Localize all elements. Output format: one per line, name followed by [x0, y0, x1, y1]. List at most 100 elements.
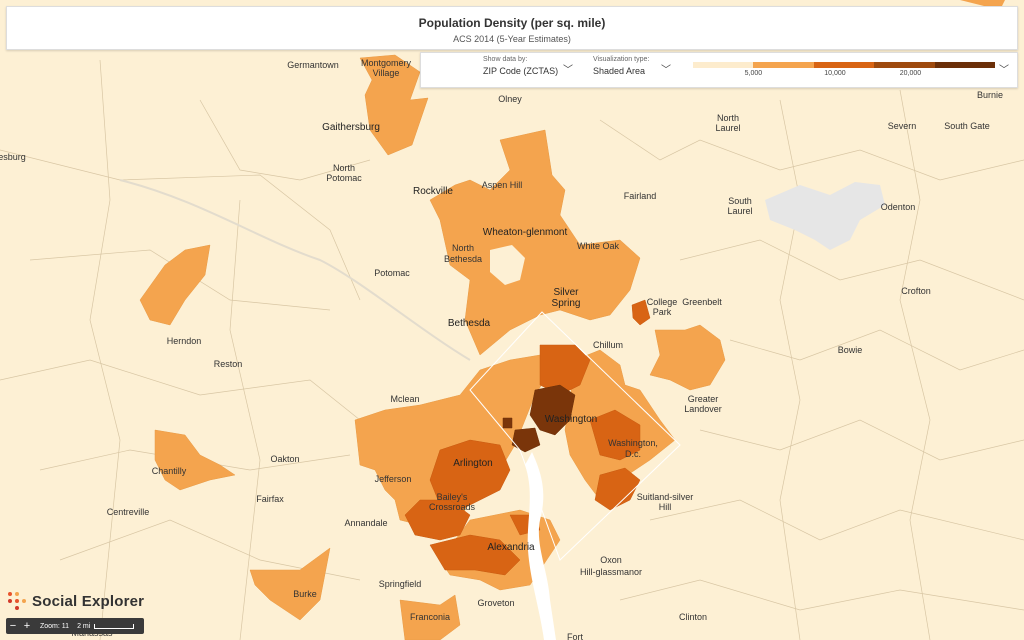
legend-tick: 20,000 — [899, 70, 922, 77]
zoom-bar: − + Zoom: 11 2 mi — [6, 618, 144, 634]
place-label-college-park-2: Park — [653, 307, 672, 317]
legend-tick: 5,000 — [744, 70, 763, 77]
place-label-rockville: Rockville — [413, 186, 453, 197]
place-label-bethesda: Bethesda — [448, 318, 491, 329]
scale-bar: 2 mi — [77, 622, 135, 630]
place-label-clinton: Clinton — [679, 612, 707, 622]
map-control-bar: Show data by: ZIP Code (ZCTAS) ﹀ Visuali… — [420, 52, 1018, 88]
legend-swatch — [693, 62, 754, 68]
place-label-north-potomac-2: Potomac — [326, 173, 362, 183]
zoom-level: Zoom: 11 — [40, 622, 70, 630]
map-subtitle: ACS 2014 (5-Year Estimates) — [453, 34, 571, 44]
place-label-germantown: Germantown — [287, 60, 339, 70]
place-label-north-potomac-1: North — [333, 163, 355, 173]
place-label-north-laurel-1: North — [717, 113, 739, 123]
place-label-crofton: Crofton — [901, 286, 931, 296]
place-label-wheaton: Wheaton-glenmont — [483, 227, 568, 238]
place-label-oxon-1: Oxon — [600, 555, 622, 565]
place-label-south-laurel-1: South — [728, 196, 752, 206]
place-label-fairland: Fairland — [624, 191, 657, 201]
place-label-potomac: Potomac — [374, 268, 410, 278]
place-label-oxon-2: Hill-glassmanor — [580, 567, 642, 577]
place-label-silver-spring-2: Spring — [552, 298, 581, 309]
show-data-selector[interactable]: Show data by: ZIP Code (ZCTAS) — [483, 56, 558, 76]
place-label-silver-spring-1: Silver — [553, 287, 579, 298]
zip-boundaries — [0, 59, 1024, 640]
place-label-montgomery-village-1: Montgomery — [361, 58, 412, 68]
social-explorer-icon — [8, 592, 26, 610]
place-label-reston: Reston — [214, 359, 243, 369]
brand-name: Social Explorer — [32, 592, 145, 610]
place-label-fairfax: Fairfax — [256, 494, 284, 504]
legend-swatch — [934, 62, 996, 68]
place-label-north-bethesda-1: North — [452, 243, 474, 253]
scale-label: 2 mi — [77, 622, 91, 630]
place-label-north-laurel-2: Laurel — [715, 123, 740, 133]
brand-logo: Social Explorer — [8, 592, 144, 610]
zoom-in-button[interactable]: + — [23, 620, 31, 632]
place-label-burke: Burke — [293, 589, 317, 599]
place-label-bowie: Bowie — [838, 345, 863, 355]
viz-type-label: Visualization type: — [593, 56, 650, 63]
place-label-olney: Olney — [498, 94, 522, 104]
place-label-herndon: Herndon — [167, 336, 202, 346]
viz-type-selector[interactable]: Visualization type: Shaded Area — [593, 56, 649, 76]
place-label-groveton: Groveton — [477, 598, 514, 608]
place-label-esburg: esburg — [0, 152, 26, 162]
show-data-label: Show data by: — [483, 56, 528, 63]
show-data-value: ZIP Code (ZCTAS) — [483, 66, 559, 76]
place-label-franconia: Franconia — [410, 612, 450, 622]
legend-swatch — [813, 62, 875, 68]
legend-chevron-down-icon[interactable]: ﹀ — [999, 65, 1009, 76]
place-label-suitland-2: Hill — [659, 502, 672, 512]
place-label-south-laurel-2: Laurel — [727, 206, 752, 216]
place-label-washington-dc-1: Washington, — [608, 438, 658, 448]
place-label-aspen-hill: Aspen Hill — [482, 180, 523, 190]
legend-color-bar — [693, 62, 996, 68]
legend-tick: 10,000 — [824, 70, 846, 77]
place-label-suitland-1: Suitland-silver — [637, 492, 694, 502]
place-label-alexandria: Alexandria — [487, 542, 535, 553]
place-label-greater-landover-2: Landover — [684, 404, 722, 414]
place-label-greenbelt: Greenbelt — [682, 297, 722, 307]
place-label-springfield: Springfield — [379, 579, 422, 589]
scale-line — [94, 623, 135, 629]
place-label-arlington: Arlington — [453, 458, 492, 469]
place-label-baileys-1: Bailey's — [437, 492, 468, 502]
chevron-down-icon[interactable]: ﹀ — [661, 65, 671, 76]
place-label-mclean: Mclean — [390, 394, 419, 404]
place-label-white-oak: White Oak — [577, 241, 620, 251]
place-label-fort: Fort — [567, 632, 584, 640]
potomac-river — [119, 179, 471, 361]
place-label-college-park-1: College — [647, 297, 678, 307]
map-title: Population Density (per sq. mile) — [418, 16, 606, 30]
place-label-jefferson: Jefferson — [375, 474, 412, 484]
zoom-out-button[interactable]: − — [9, 620, 17, 632]
map-title-panel: Population Density (per sq. mile) ACS 20… — [6, 6, 1018, 50]
density-10000-20000 — [404, 299, 651, 576]
legend-swatch — [874, 62, 935, 68]
place-label-centreville: Centreville — [107, 507, 150, 517]
place-label-baileys-2: Crossroads — [429, 502, 476, 512]
place-label-gaithersburg: Gaithersburg — [322, 122, 380, 133]
chevron-down-icon[interactable]: ﹀ — [563, 65, 573, 76]
place-label-montgomery-village-2: Village — [373, 68, 400, 78]
reservoir-water — [765, 182, 885, 250]
place-label-south-gate: South Gate — [944, 121, 990, 131]
place-label-severn: Severn — [888, 121, 917, 131]
place-label-oakton: Oakton — [270, 454, 299, 464]
place-label-chillum: Chillum — [593, 340, 623, 350]
low-density-gap — [490, 245, 525, 285]
place-label-glen-burnie-2: Burnie — [977, 90, 1003, 100]
legend: 5,000 10,000 20,000 — [693, 62, 996, 78]
viz-type-value: Shaded Area — [593, 66, 646, 76]
place-label-north-bethesda-2: Bethesda — [444, 254, 482, 264]
density-20000-plus — [502, 384, 576, 453]
legend-ticks: 5,000 10,000 20,000 — [693, 68, 995, 78]
potomac-river-dc — [525, 452, 556, 640]
place-label-washington-dc-2: D.c. — [625, 449, 641, 459]
place-label-washington: Washington — [545, 414, 597, 425]
place-label-chantilly: Chantilly — [152, 466, 187, 476]
